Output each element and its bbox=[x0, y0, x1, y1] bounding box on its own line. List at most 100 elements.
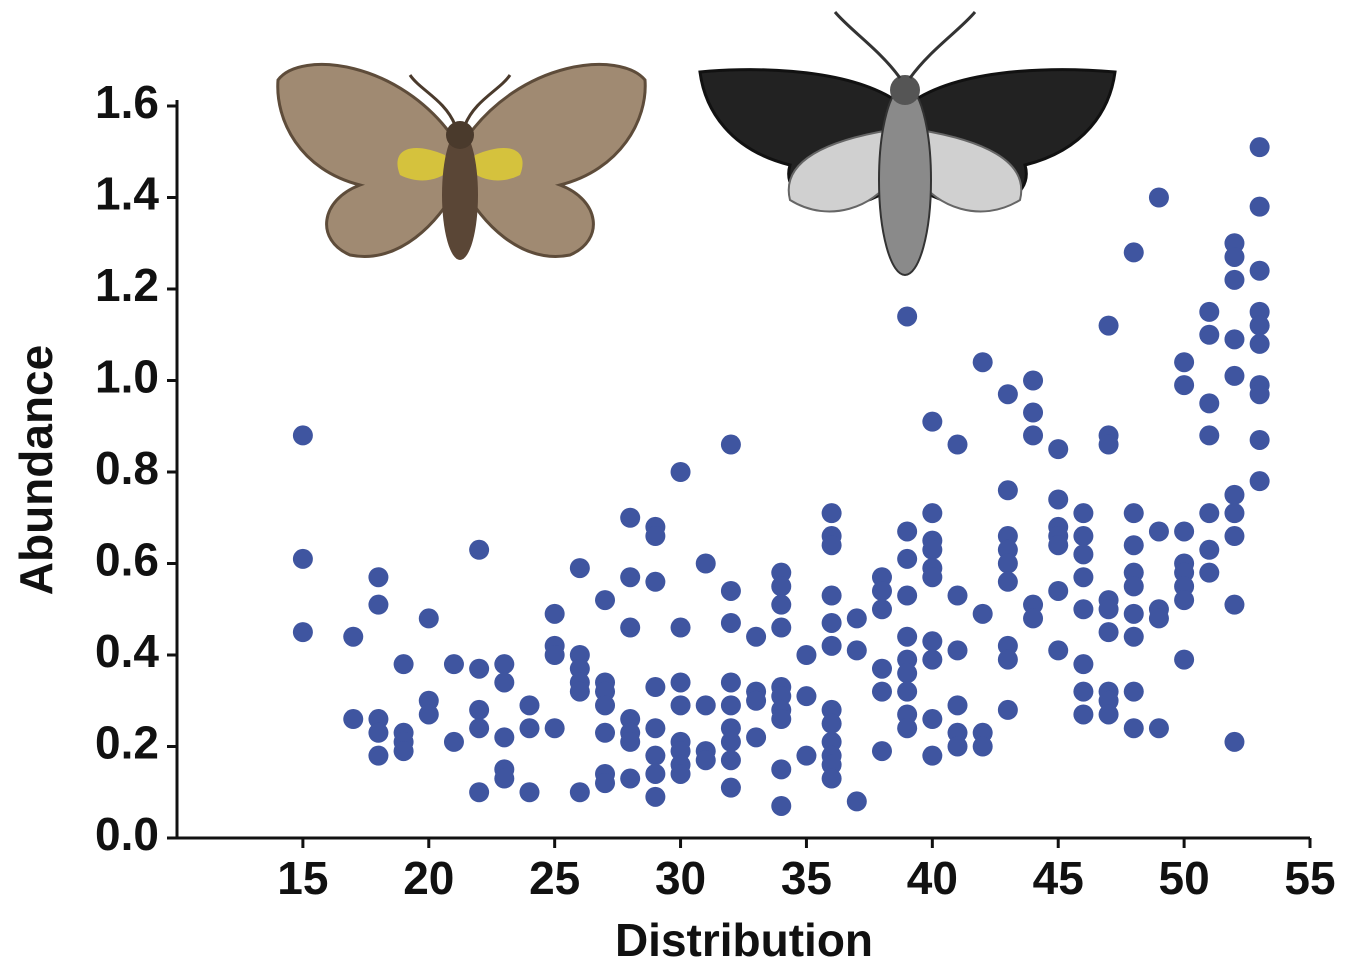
point bbox=[595, 590, 616, 611]
point bbox=[1048, 580, 1069, 601]
point bbox=[1073, 681, 1094, 702]
point bbox=[897, 521, 918, 542]
point bbox=[645, 745, 666, 766]
point bbox=[1174, 562, 1195, 583]
moth-illustration-brown bbox=[276, 63, 647, 260]
point bbox=[620, 709, 641, 730]
point bbox=[1148, 187, 1169, 208]
point bbox=[1123, 242, 1144, 263]
point bbox=[1048, 535, 1069, 556]
point bbox=[1073, 567, 1094, 588]
point bbox=[519, 782, 540, 803]
point bbox=[1123, 576, 1144, 597]
point bbox=[897, 585, 918, 606]
point bbox=[871, 658, 892, 679]
point bbox=[897, 306, 918, 327]
point bbox=[469, 699, 490, 720]
point bbox=[368, 722, 389, 743]
x-tick-label: 50 bbox=[1159, 852, 1210, 904]
point bbox=[1174, 590, 1195, 611]
point bbox=[670, 741, 691, 762]
point bbox=[720, 612, 741, 633]
point bbox=[1199, 503, 1220, 524]
point bbox=[1199, 301, 1220, 322]
point bbox=[645, 571, 666, 592]
point bbox=[1224, 484, 1245, 505]
y-tick-label: 0.8 bbox=[95, 442, 159, 494]
point bbox=[1023, 402, 1044, 423]
point bbox=[1073, 503, 1094, 524]
point bbox=[997, 571, 1018, 592]
point bbox=[469, 782, 490, 803]
point bbox=[393, 654, 414, 675]
point bbox=[922, 745, 943, 766]
point bbox=[1249, 137, 1270, 158]
point bbox=[720, 718, 741, 739]
point bbox=[292, 548, 313, 569]
point bbox=[418, 704, 439, 725]
point bbox=[947, 434, 968, 455]
point bbox=[595, 773, 616, 794]
point bbox=[771, 709, 792, 730]
y-tick-label: 1.4 bbox=[95, 168, 159, 220]
point bbox=[544, 603, 565, 624]
point bbox=[720, 731, 741, 752]
point bbox=[821, 754, 842, 775]
x-tick-label: 40 bbox=[907, 852, 958, 904]
point bbox=[922, 649, 943, 670]
point bbox=[368, 709, 389, 730]
x-tick-label: 15 bbox=[277, 852, 328, 904]
point bbox=[1048, 489, 1069, 510]
point bbox=[620, 768, 641, 789]
point bbox=[1249, 196, 1270, 217]
point bbox=[947, 722, 968, 743]
point bbox=[1123, 503, 1144, 524]
point bbox=[620, 567, 641, 588]
point bbox=[418, 608, 439, 629]
point bbox=[569, 681, 590, 702]
point bbox=[670, 462, 691, 482]
point bbox=[947, 585, 968, 606]
point bbox=[620, 731, 641, 752]
point bbox=[821, 503, 842, 524]
point bbox=[972, 352, 993, 373]
point bbox=[469, 658, 490, 679]
point bbox=[343, 626, 364, 647]
point bbox=[544, 718, 565, 739]
point bbox=[292, 425, 313, 446]
point bbox=[720, 777, 741, 798]
point bbox=[871, 580, 892, 601]
point bbox=[1199, 425, 1220, 446]
point bbox=[494, 654, 515, 675]
point bbox=[670, 617, 691, 638]
point bbox=[695, 750, 716, 771]
x-tick-label: 30 bbox=[655, 852, 706, 904]
point bbox=[1148, 718, 1169, 739]
point bbox=[771, 759, 792, 780]
point bbox=[1174, 352, 1195, 373]
point bbox=[771, 617, 792, 638]
point bbox=[670, 695, 691, 716]
point bbox=[1123, 626, 1144, 647]
point bbox=[1174, 576, 1195, 597]
point bbox=[645, 786, 666, 807]
point bbox=[418, 690, 439, 711]
point bbox=[368, 745, 389, 766]
point bbox=[494, 727, 515, 748]
point bbox=[922, 539, 943, 560]
point bbox=[569, 658, 590, 679]
point bbox=[1224, 329, 1245, 350]
point bbox=[595, 681, 616, 702]
point bbox=[846, 608, 867, 629]
point bbox=[821, 635, 842, 656]
point bbox=[821, 768, 842, 789]
point bbox=[947, 640, 968, 661]
point bbox=[771, 594, 792, 615]
point bbox=[1073, 544, 1094, 565]
point bbox=[922, 411, 943, 432]
point bbox=[1148, 608, 1169, 629]
point bbox=[897, 681, 918, 702]
point bbox=[972, 736, 993, 757]
point bbox=[670, 763, 691, 784]
